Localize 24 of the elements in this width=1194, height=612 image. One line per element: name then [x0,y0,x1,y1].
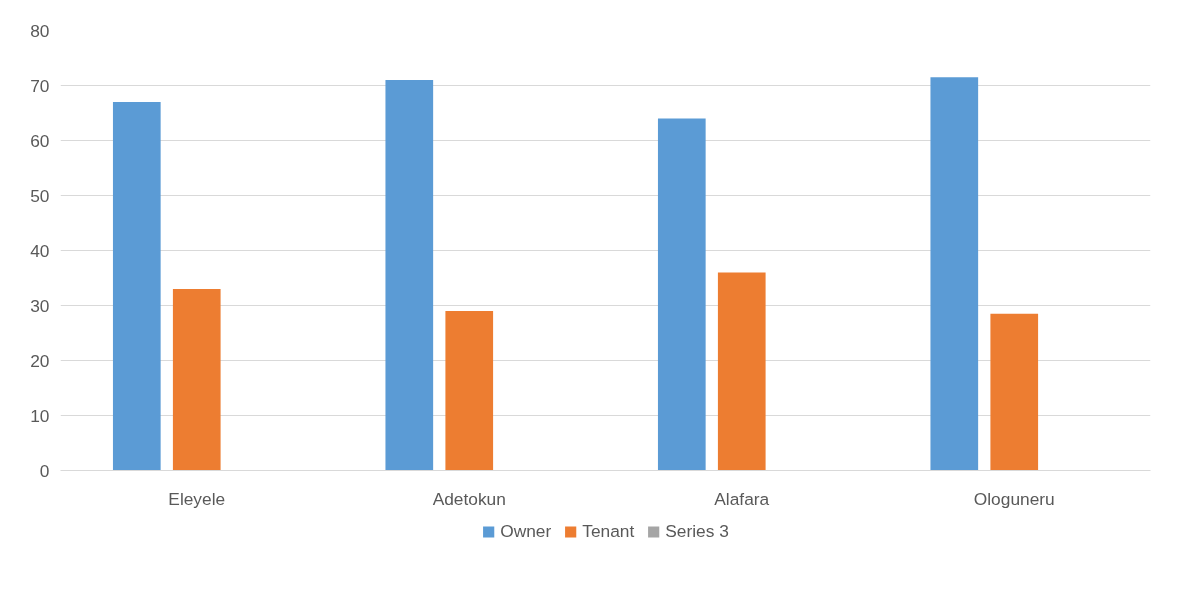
bar [657,118,706,471]
legend-label: Series 3 [665,520,729,542]
bar [385,80,434,471]
legend-label: Owner [500,520,552,542]
x-tick-label: Alafara [714,488,770,509]
x-tick-label: Adetokun [432,488,506,509]
x-tick-label: Eleyele [168,488,226,509]
y-tick-label: 50 [30,185,50,206]
y-tick-label: 0 [39,460,50,481]
bar [990,313,1039,471]
bar [112,102,161,471]
bar [172,289,221,471]
bar [717,272,766,471]
y-tick-label: 70 [30,75,50,96]
y-tick-label: 80 [30,20,50,41]
bar [445,311,494,471]
y-tick-label: 60 [30,130,50,151]
x-tick-label: Ologuneru [973,488,1055,509]
bar [930,77,979,471]
y-tick-label: 10 [30,405,50,426]
y-tick-label: 20 [30,350,50,371]
y-tick-label: 40 [30,240,50,261]
y-tick-label: 30 [30,295,50,316]
legend-label: Tenant [582,520,635,542]
